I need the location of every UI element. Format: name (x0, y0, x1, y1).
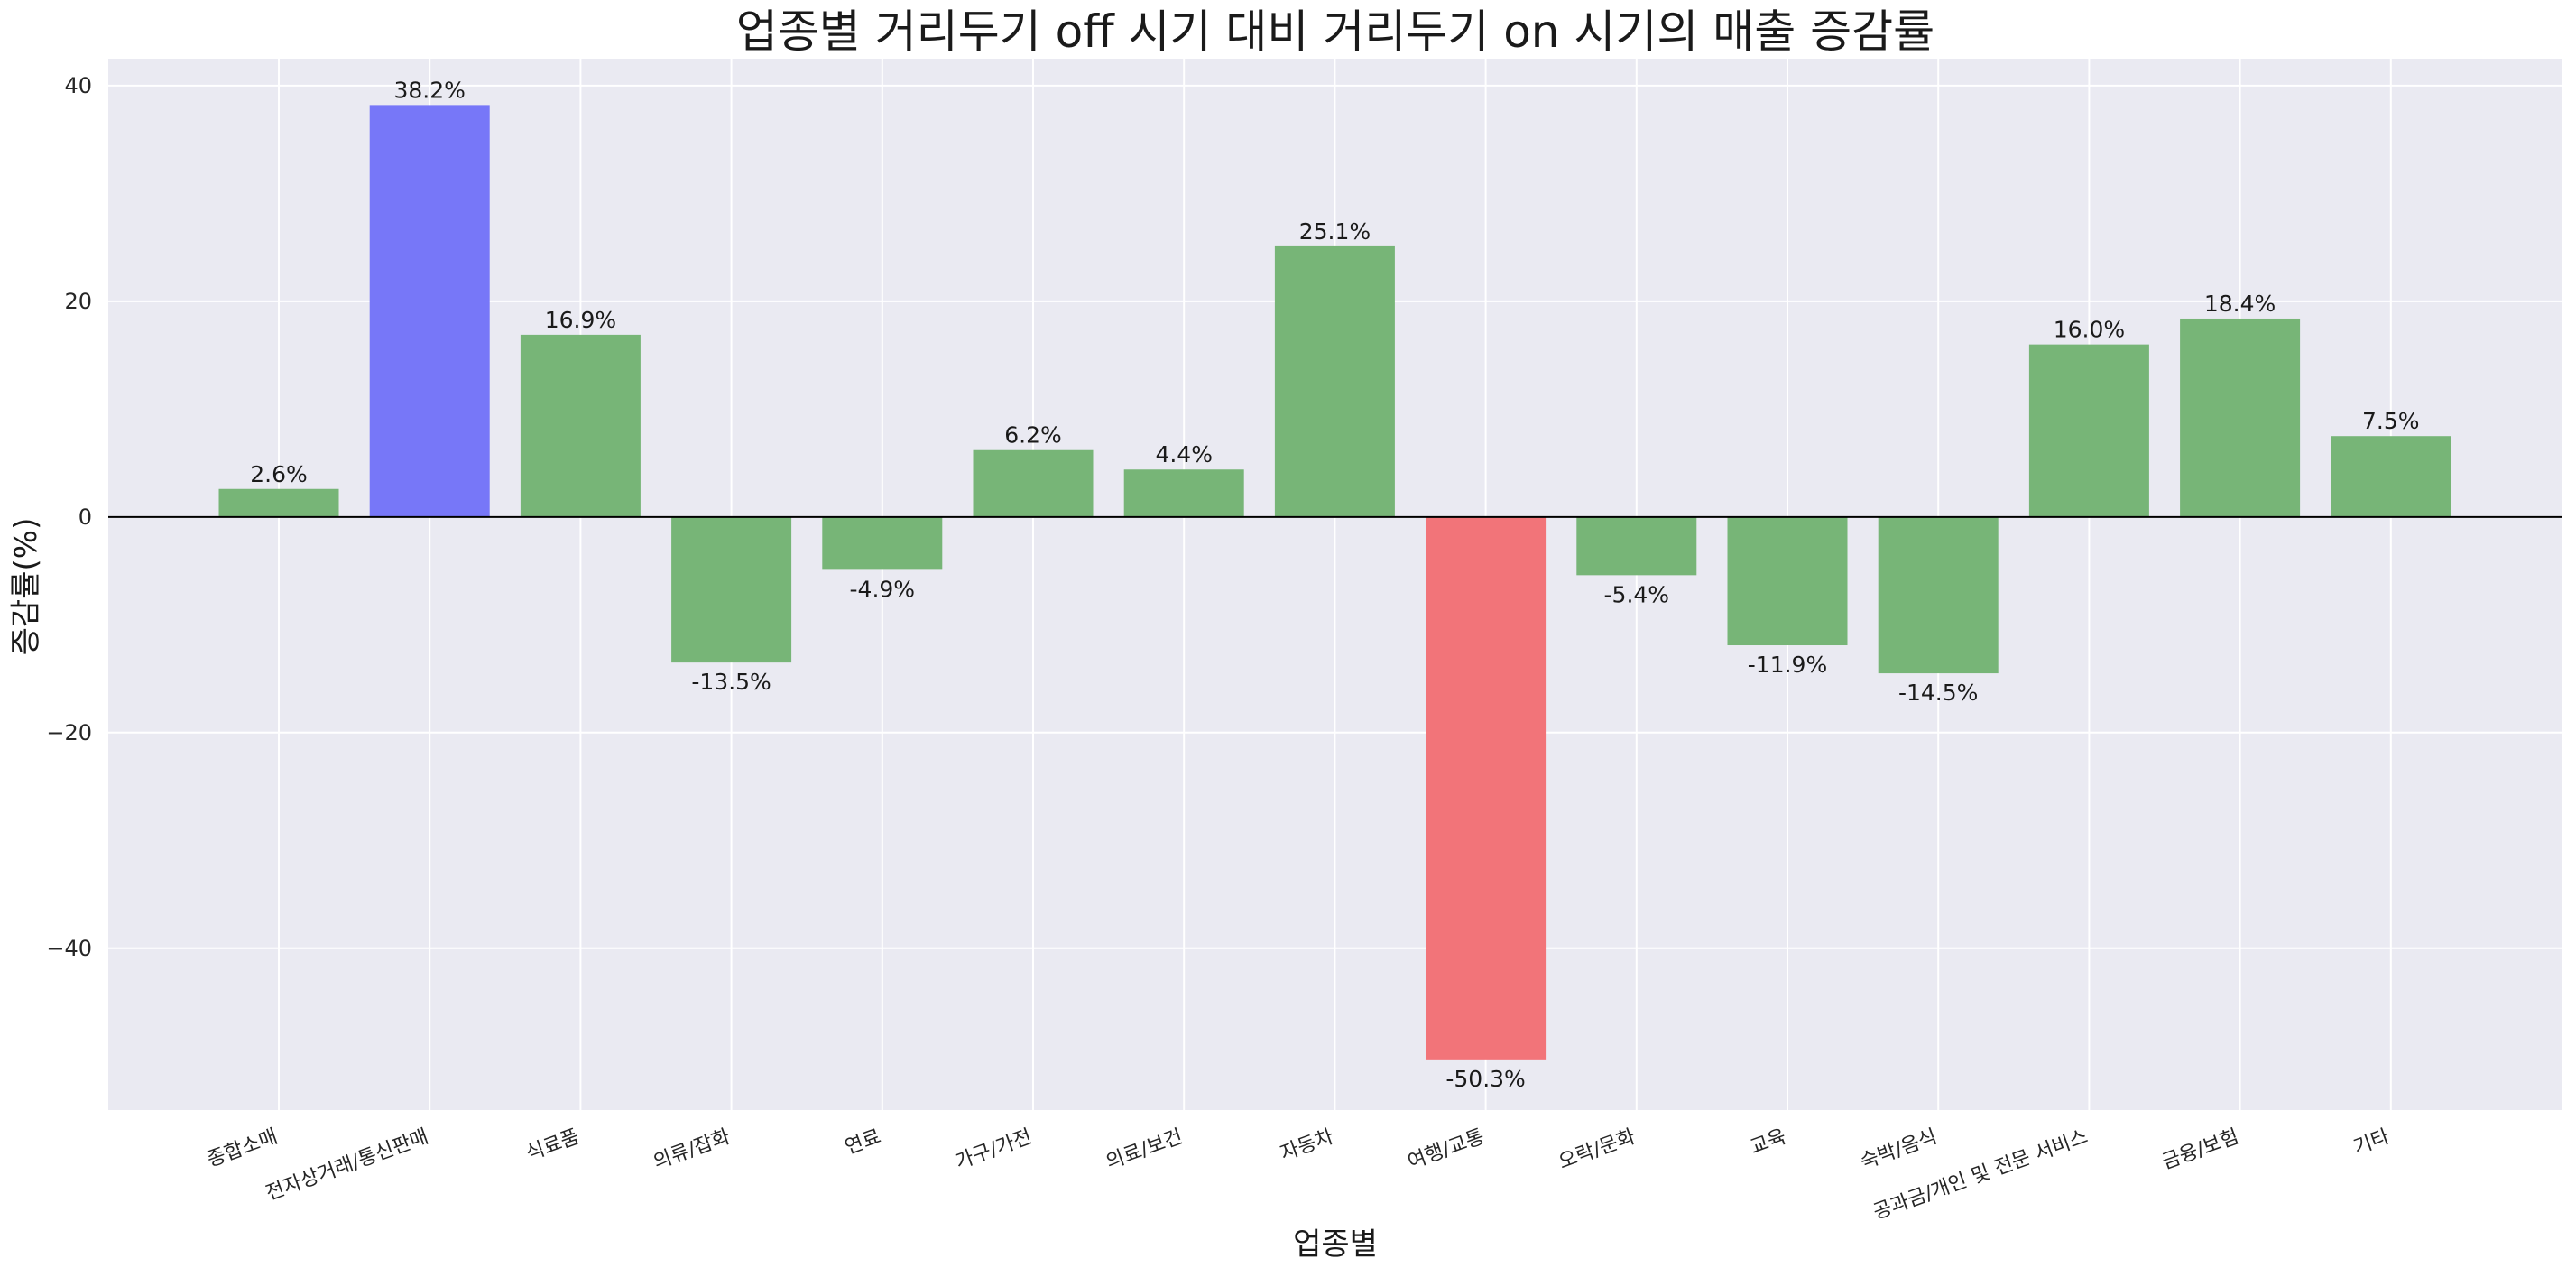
bar-value-label: -11.9% (1748, 652, 1827, 678)
bar (1576, 516, 1697, 576)
x-axis-label: 업종별 (1293, 1226, 1378, 1263)
bar (671, 516, 792, 663)
bar-value-labels: 2.6% 38.2% 16.9% -13.5% -4.9% 6.2% 4.4% 25.1% -5… (250, 77, 2419, 1091)
x-tick-label: 가구/가전 (952, 1125, 1035, 1174)
bar (1878, 516, 1999, 674)
x-tick-label: 연료 (842, 1125, 884, 1159)
x-tick-label: 교육 (1747, 1125, 1789, 1159)
bar (520, 334, 641, 517)
bar (1274, 245, 1395, 517)
y-tick-labels: −40 −20 0 20 40 (46, 73, 92, 961)
x-tick-label: 금융/보험 (2159, 1125, 2242, 1174)
bar-value-label: 7.5% (2362, 408, 2420, 434)
bar-value-label: -4.9% (850, 576, 916, 602)
bar-value-label: 4.4% (1155, 441, 1213, 467)
x-tick-label: 종합소매 (204, 1125, 281, 1171)
y-tick-label: 40 (64, 73, 92, 98)
bar-value-label: 16.9% (545, 307, 616, 333)
bar-value-label: -14.5% (1898, 680, 1978, 706)
bar (1727, 516, 1848, 646)
bar (369, 105, 490, 517)
bar (2331, 436, 2451, 517)
y-tick-label: −40 (46, 936, 92, 961)
bar (1426, 516, 1547, 1060)
x-tick-label: 의류/잡화 (651, 1125, 734, 1174)
bar (1123, 469, 1244, 517)
x-tick-label: 식료품 (523, 1125, 583, 1165)
bar (973, 449, 1094, 517)
bar (822, 516, 943, 570)
chart-title: 업종별 거리두기 off 시기 대비 거리두기 on 시기의 매출 증감률 (736, 5, 1934, 58)
x-tick-label: 전자상거래/통신판매 (263, 1125, 432, 1205)
bar-value-label: 16.0% (2054, 317, 2125, 343)
bar-value-label: -5.4% (1604, 581, 1670, 607)
bar-value-label: 2.6% (250, 461, 308, 487)
bar (218, 488, 339, 517)
bar (2028, 344, 2149, 517)
y-tick-label: 0 (78, 504, 92, 530)
x-tick-label: 자동차 (1278, 1125, 1337, 1165)
x-tick-label: 여행/교통 (1405, 1125, 1488, 1174)
bar-value-label: 25.1% (1299, 218, 1371, 245)
bar-value-label: 6.2% (1004, 422, 1062, 449)
x-tick-label: 의료/보건 (1103, 1125, 1186, 1174)
bar-value-label: 38.2% (393, 77, 465, 103)
x-tick-label: 숙박/음식 (1858, 1125, 1941, 1174)
y-tick-label: −20 (46, 720, 92, 745)
bar-value-label: -13.5% (691, 669, 771, 695)
y-tick-label: 20 (64, 289, 92, 314)
bar-value-label: 18.4% (2204, 291, 2276, 317)
y-axis-label: 증감률(%) (8, 518, 44, 656)
x-tick-label: 오락/문화 (1556, 1125, 1639, 1174)
x-tick-label: 기타 (2350, 1125, 2393, 1159)
bars (218, 105, 2451, 1060)
bar (2180, 318, 2301, 517)
bar-value-label: -50.3% (1445, 1066, 1525, 1092)
